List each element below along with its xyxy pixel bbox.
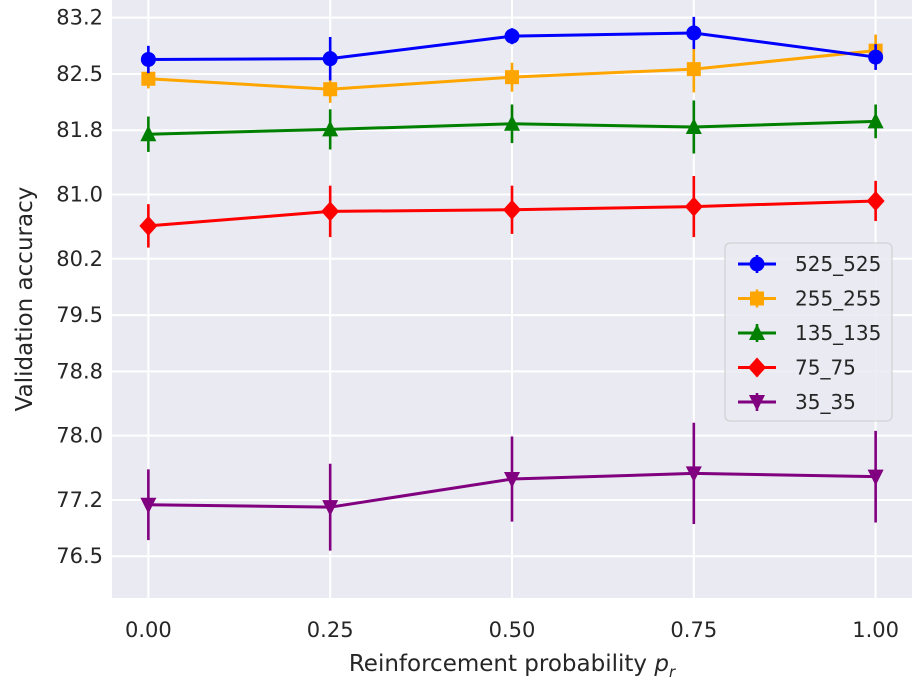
legend-frame [724,242,893,422]
y-tick-label: 76.5 [56,544,103,568]
legend-marker [748,357,766,378]
y-tick-label: 82.5 [56,62,103,86]
data-point [140,51,156,67]
data-point [321,201,340,222]
x-axis-ticks: 0.00 0.25 0.50 0.75 1.00 [125,618,899,642]
data-point [504,28,520,44]
data-point [868,49,884,65]
data-point [140,125,157,142]
data-point [322,500,339,517]
data-point [866,190,885,211]
x-tick-label: 0.25 [307,618,354,642]
y-axis-ticks: 76.5 77.2 78.0 78.8 79.5 80.2 81.0 81.8 82.5 83.2 [56,6,103,569]
legend-marker [749,256,765,272]
data-point [685,466,702,483]
x-axis-label: Reinforcement probability pr [349,651,676,680]
legend-label: 255_255 [795,287,881,311]
x-tick-label: 0.75 [670,618,717,642]
legend-marker [749,324,765,340]
y-tick-label: 81.0 [56,183,103,207]
legend-label: 35_35 [795,390,856,414]
y-tick-label: 81.8 [56,118,103,142]
data-point [686,62,701,77]
y-axis-label: Validation accuracy [12,187,38,412]
y-tick-label: 79.5 [56,303,103,327]
legend-label: 135_135 [795,321,881,345]
data-point [686,25,702,41]
y-tick-label: 77.2 [56,488,103,512]
y-tick-label: 83.2 [56,6,103,30]
x-tick-label: 1.00 [852,618,899,642]
data-point [503,199,521,220]
data-point [684,196,703,217]
legend-marker [749,395,765,411]
series-135_135 [140,100,884,154]
data-point [504,472,520,489]
y-tick-label: 78.0 [56,424,103,448]
series-525_525 [140,16,884,81]
legend-marker [750,291,764,306]
series-layer [139,16,885,551]
data-point [505,70,519,85]
legend-label: 75_75 [795,356,856,380]
data-point [322,51,338,67]
series-35_35 [140,422,884,551]
data-point [140,497,157,514]
series-75_75 [139,176,885,248]
x-axis-label-text: Reinforcement probability [349,651,647,677]
x-tick-label: 0.00 [125,618,172,642]
data-point [323,82,338,97]
x-axis-label-subscript: r [669,663,676,680]
data-point [504,114,520,131]
data-point [867,469,884,486]
legend-label: 525_525 [795,252,881,276]
y-tick-label: 78.8 [56,359,103,383]
legend: 525_525 255_255 135_135 75_75 35_35 [724,242,893,422]
data-point [867,112,884,129]
data-point [141,71,156,86]
data-point [322,120,339,137]
data-point [685,117,702,134]
x-tick-label: 0.50 [489,618,536,642]
x-axis-label-symbol: p [653,651,669,677]
y-tick-label: 80.2 [56,247,103,271]
data-point [139,215,158,236]
